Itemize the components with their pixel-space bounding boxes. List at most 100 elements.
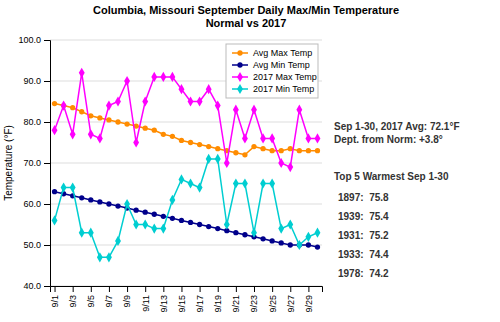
series-marker [52,101,57,106]
grid-line [50,40,322,41]
series-marker [152,128,157,133]
series-marker [251,228,257,238]
series-marker [188,178,194,188]
series-marker [206,154,212,164]
series-marker [142,219,148,229]
y-tick: 70.0 [23,158,50,168]
series-marker [251,144,256,149]
series-marker [251,105,257,115]
x-tick-label: 9/13 [159,295,169,313]
series-marker [70,129,76,139]
annotation-line: 1931: 75.2 [338,230,389,241]
series-marker [179,174,185,184]
x-tick-mark [236,286,237,292]
series-marker [161,214,166,219]
y-tick-mark [44,122,50,123]
series-marker [61,183,67,193]
x-tick-mark [55,286,56,292]
series-marker [296,240,302,250]
x-tick-label: 9/1 [50,295,60,308]
x-tick-mark [254,286,255,292]
x-tick-label: 9/5 [86,295,96,308]
y-tick-label: 60.0 [23,199,41,209]
series-marker [306,242,311,247]
y-tick-mark [44,81,50,82]
series-marker [151,72,157,82]
series-marker [269,148,274,153]
annotation-line: 1939: 75.4 [338,211,389,222]
series-marker [97,115,102,120]
plot: 9/19/39/59/79/99/119/139/159/179/199/219… [18,35,322,312]
legend-item: 2017 Min Temp [232,84,314,94]
x-tick: 9/9 [122,286,132,308]
series-marker [106,201,111,206]
y-tick-mark [44,245,50,246]
series-marker [260,133,266,143]
x-axis: 9/19/39/59/79/99/119/139/159/179/199/219… [50,286,323,313]
series-marker [215,154,221,164]
legend-symbol [237,50,242,55]
x-tick-label: 9/11 [141,295,151,312]
x-tick-mark [290,286,291,292]
legend-label: Avg Min Temp [253,60,310,70]
title-line: Columbia, Missouri September Daily Max/M… [93,4,399,16]
legend-item: Avg Min Temp [232,60,310,70]
series-marker [260,236,265,241]
series-marker [305,133,311,143]
series-marker [61,101,67,111]
y-tick-label: 70.0 [23,158,41,168]
y-axis-title: Temperature (°F) [3,125,14,201]
series-marker [106,117,111,122]
series-marker [124,121,129,126]
series-marker [52,189,57,194]
series-marker [233,230,238,235]
series-marker [88,197,93,202]
series-marker [70,183,76,193]
series-marker [188,220,193,225]
legend-box [226,44,318,98]
series-marker [160,224,166,234]
series-marker [288,242,293,247]
y-tick-label: 80.0 [23,117,41,127]
x-tick-label: 9/19 [213,295,223,313]
x-tick-label: 9/21 [231,295,241,313]
x-tick: 9/19 [213,286,223,313]
series-marker [224,219,230,229]
series-marker [315,228,321,238]
annotation-line: 1897: 75.8 [338,192,389,203]
series-marker [142,96,148,106]
legend-item: Avg Max Temp [232,48,312,58]
series-marker [197,183,203,193]
series-marker [151,224,157,234]
series-marker [124,76,130,86]
legend-label: 2017 Max Temp [253,72,317,82]
series-marker [287,162,293,172]
series-marker [79,109,84,114]
series-marker [242,178,248,188]
x-tick-mark [308,286,309,292]
annotation: Sep 1-30, 2017 Avg: 72.1°FDept. from Nor… [334,121,460,145]
x-tick: 9/29 [304,286,314,313]
y-tick-label: 100.0 [18,35,41,45]
series-marker [97,199,102,204]
grid-line [50,204,322,205]
x-tick: 9/5 [86,286,96,308]
series-marker [296,105,302,115]
series-marker [269,133,275,143]
series-marker [179,218,184,223]
y-tick-mark [44,163,50,164]
series-marker [206,84,212,94]
series-marker [161,132,166,137]
title-line: Normal vs 2017 [206,17,287,29]
series-marker [233,105,239,115]
annotation: Top 5 Warmest Sep 1-30 [334,171,449,182]
series-marker [215,226,220,231]
legend-label: 2017 Min Temp [253,84,314,94]
chart: Columbia, Missouri September Daily Max/M… [0,0,500,322]
x-tick-label: 9/25 [268,295,278,313]
series-marker [160,72,166,82]
series-marker [169,72,175,82]
series-marker [315,148,320,153]
series-marker [179,84,185,94]
series-marker [106,252,112,262]
